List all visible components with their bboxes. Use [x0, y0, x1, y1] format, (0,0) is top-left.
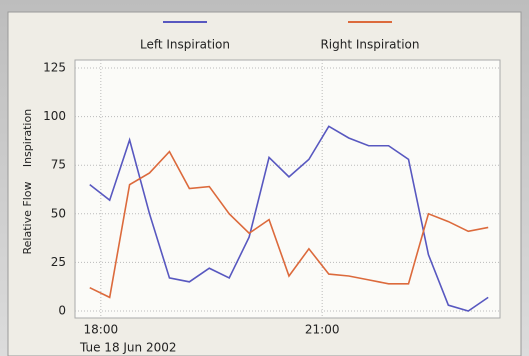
- series-line: [89, 125, 489, 312]
- y-axis-label: Relative Flow: [21, 182, 34, 255]
- y-axis-label: Inspiration: [21, 109, 34, 167]
- y-tick-label: 25: [51, 255, 66, 269]
- date-label: Tue 18 Jun 2002: [79, 341, 177, 355]
- x-tick-label: 21:00: [305, 323, 340, 337]
- legend-label: Right Inspiration: [320, 38, 419, 52]
- y-tick-label: 100: [43, 109, 66, 123]
- y-tick-label: 0: [58, 304, 66, 318]
- series-line: [89, 150, 489, 299]
- y-tick-label: 50: [51, 206, 66, 220]
- plot-area: [74, 59, 501, 319]
- y-tick-label: 125: [43, 61, 66, 75]
- y-tick-label: 75: [51, 158, 66, 172]
- x-tick-label: 18:00: [84, 323, 119, 337]
- legend-label: Left Inspiration: [140, 38, 230, 52]
